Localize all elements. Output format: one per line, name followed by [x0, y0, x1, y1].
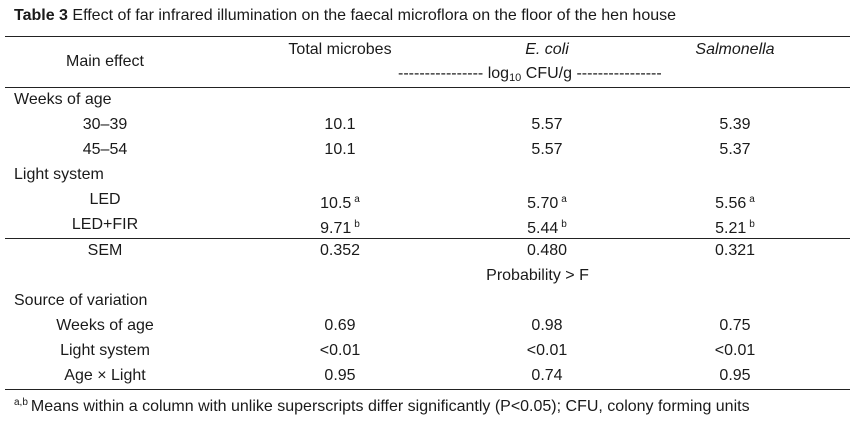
footnote-text: Means within a column with unlike supers…: [30, 398, 750, 415]
row-label: 30–39: [82, 116, 128, 133]
header-salmonella: Salmonella: [695, 41, 775, 58]
probability-heading: Probability > F: [486, 267, 589, 284]
top-rule: [5, 36, 850, 37]
sem-rule: [5, 238, 850, 239]
cell-ecoli: 0.98: [531, 317, 563, 334]
cell-total: 0.95: [324, 367, 356, 384]
cell-salmonella: 0.95: [719, 367, 751, 384]
table-label: Table 3: [14, 7, 68, 24]
cell-ecoli: 5.57: [531, 116, 563, 133]
sem-label: SEM: [87, 242, 123, 259]
cell-ecoli: 5.70 a: [527, 194, 567, 212]
row-label: LED: [89, 191, 121, 208]
header-total-microbes: Total microbes: [288, 41, 392, 58]
cell-ecoli: 0.74: [531, 367, 563, 384]
sem-ecoli: 0.480: [526, 242, 568, 259]
cell-total: 10.1: [324, 141, 356, 158]
table-title: Table 3 Effect of far infrared illuminat…: [14, 7, 676, 25]
cell-salmonella: 0.75: [719, 317, 751, 334]
weeks-heading: Weeks of age: [14, 91, 112, 108]
light-heading: Light system: [14, 166, 104, 183]
bottom-rule: [5, 389, 850, 390]
cell-total: 9.71 b: [320, 219, 360, 237]
header-main-effect: Main effect: [66, 53, 144, 70]
header-rule: [5, 87, 850, 88]
source-heading: Source of variation: [14, 292, 148, 309]
row-label: Age × Light: [64, 367, 146, 384]
cell-salmonella: 5.39: [719, 116, 751, 133]
cell-ecoli: <0.01: [526, 342, 568, 359]
cell-total: 10.5 a: [320, 194, 360, 212]
cell-salmonella: 5.56 a: [715, 194, 755, 212]
table-footnote: a,b Means within a column with unlike sup…: [14, 393, 844, 417]
row-label: Light system: [60, 342, 150, 359]
row-label: LED+FIR: [71, 216, 139, 233]
row-label: 45–54: [82, 141, 128, 158]
header-ecoli: E. coli: [525, 41, 569, 58]
cell-ecoli: 5.57: [531, 141, 563, 158]
cell-total: 0.69: [324, 317, 356, 334]
row-label: Weeks of age: [56, 317, 154, 334]
cell-ecoli: 5.44 b: [527, 219, 567, 237]
sem-total: 0.352: [319, 242, 361, 259]
sem-salmonella: 0.321: [714, 242, 756, 259]
cell-salmonella: <0.01: [714, 342, 756, 359]
footnote-superscript: a,b: [14, 397, 28, 408]
cell-total: <0.01: [319, 342, 361, 359]
table-caption: Effect of far infrared illumination on t…: [72, 7, 677, 24]
cell-salmonella: 5.21 b: [715, 219, 755, 237]
cell-total: 10.1: [324, 116, 356, 133]
cell-salmonella: 5.37: [719, 141, 751, 158]
header-unit: ---------------- log10 CFU/g -----------…: [398, 65, 662, 84]
